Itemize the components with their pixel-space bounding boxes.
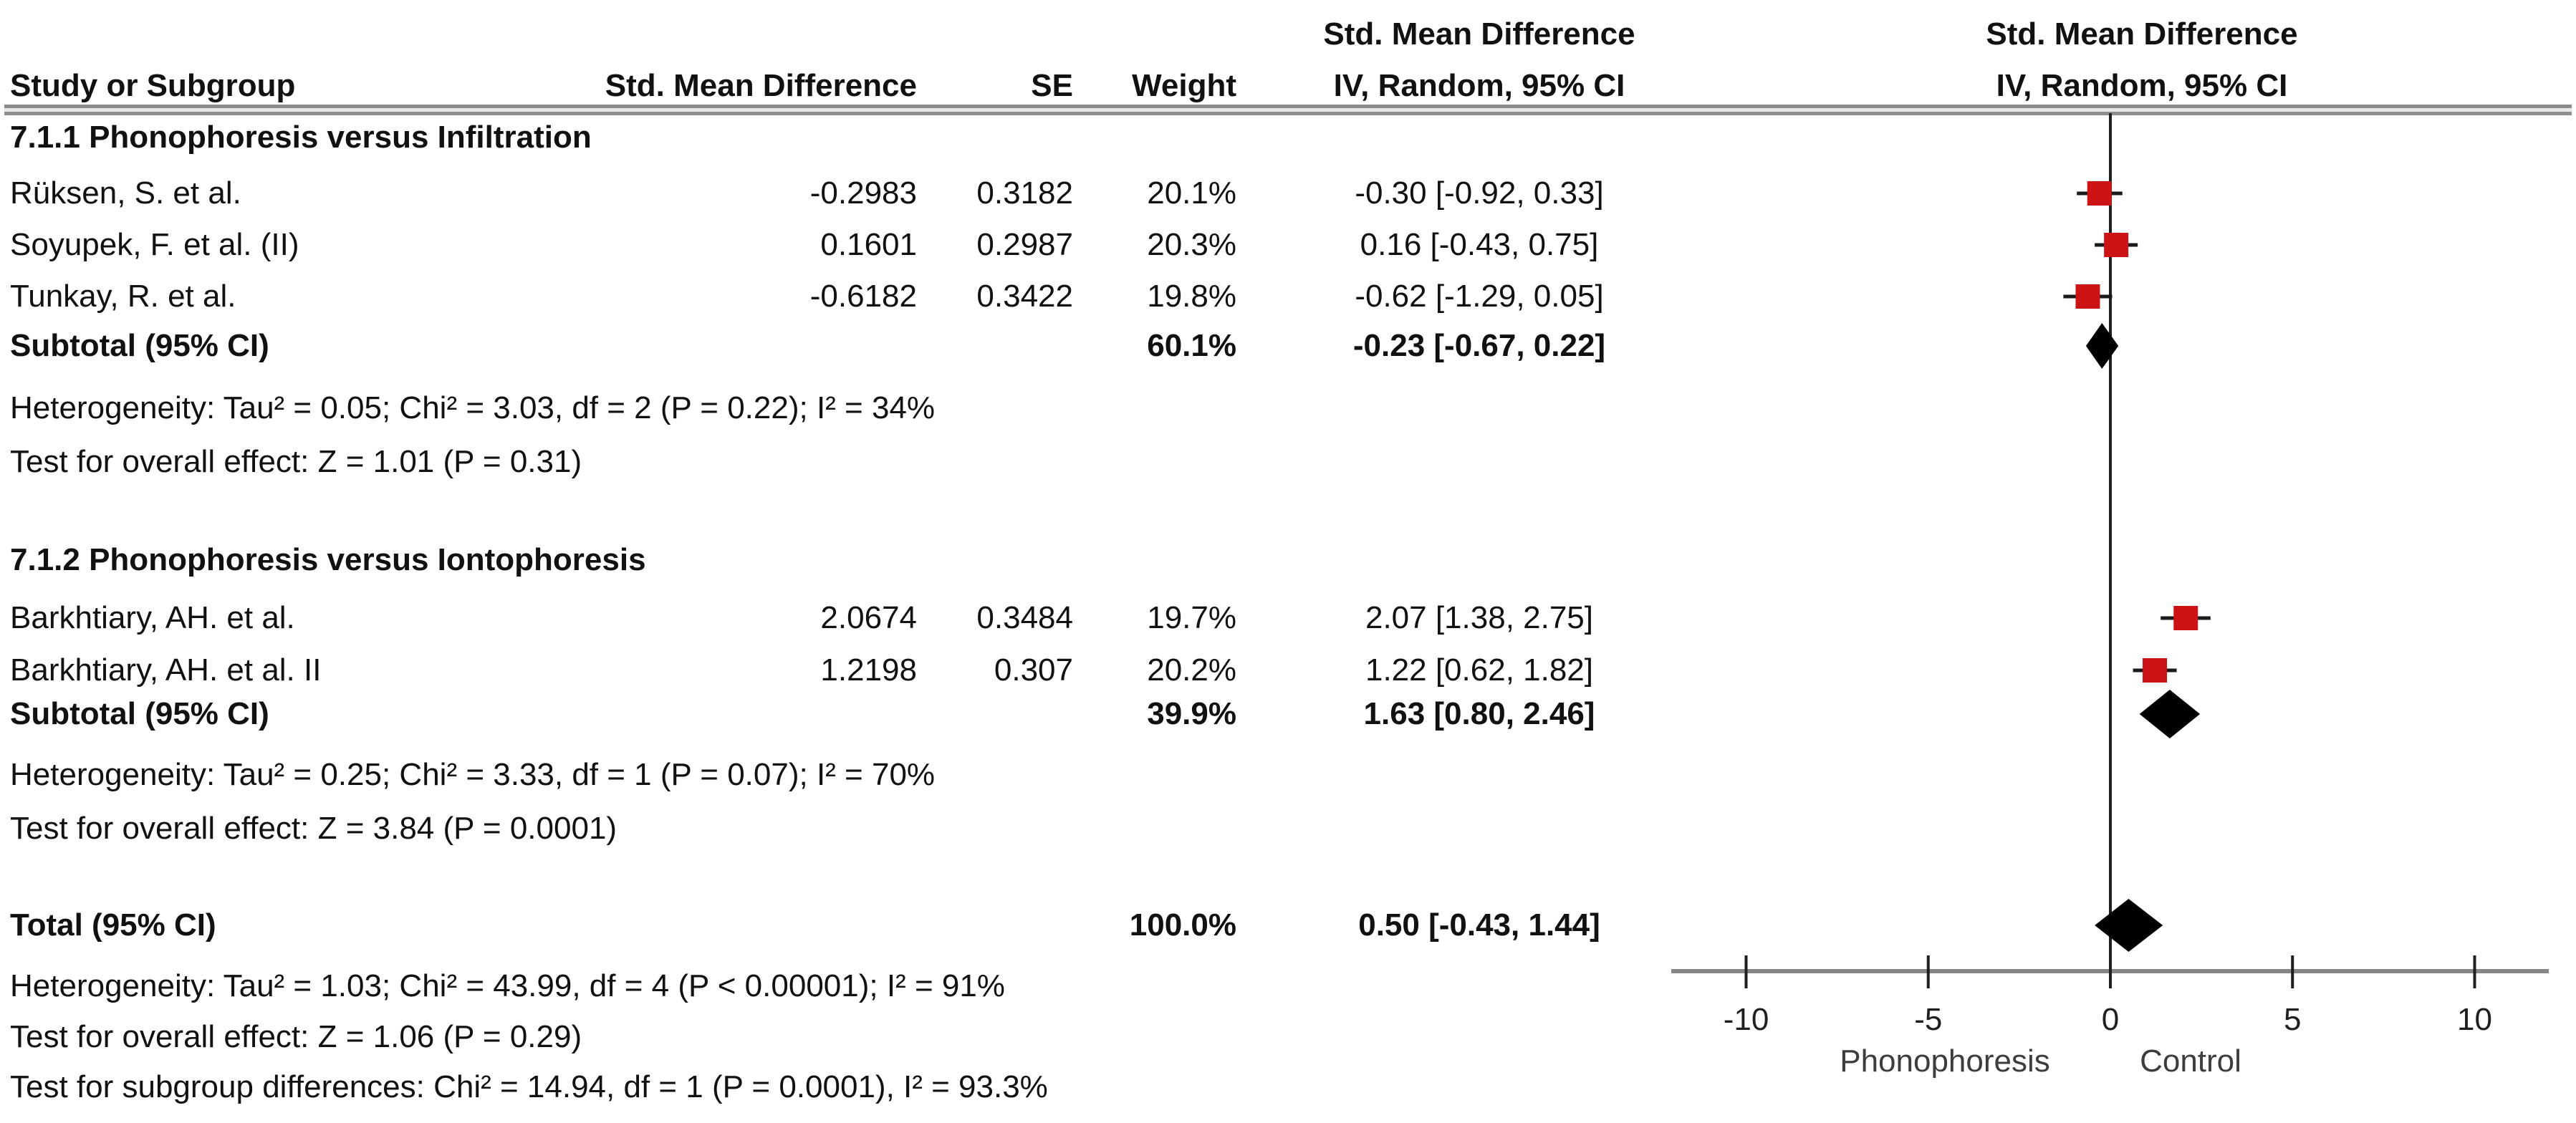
- smd-column-header: Std. Mean Difference: [605, 68, 917, 103]
- overall-effect-text: Test for overall effect: Z = 3.84 (P = 0…: [10, 811, 617, 846]
- subtotal-weight: 60.1%: [1147, 328, 1236, 363]
- study-se-cell: 0.3422: [976, 279, 1073, 314]
- study-column-header: Study or Subgroup: [10, 68, 296, 103]
- effect-column-title: Std. Mean Difference: [1323, 16, 1635, 52]
- study-name-cell: Barkhtiary, AH. et al. II: [10, 652, 322, 688]
- subtotal-diamond: [2085, 323, 2119, 369]
- subtotal-weight: 39.9%: [1147, 696, 1236, 731]
- study-se-cell: 0.2987: [976, 227, 1073, 262]
- study-weight-cell: 20.3%: [1147, 227, 1236, 262]
- study-name-cell: Tunkay, R. et al.: [10, 279, 236, 314]
- study-marker: [2104, 233, 2129, 257]
- study-ci-cell: 1.22 [0.62, 1.82]: [1365, 652, 1594, 688]
- overall-effect-text: Test for overall effect: Z = 1.01 (P = 0…: [10, 444, 582, 479]
- heterogeneity-text: Heterogeneity: Tau² = 0.25; Chi² = 3.33,…: [10, 757, 936, 792]
- total-ci: 0.50 [-0.43, 1.44]: [1358, 907, 1600, 943]
- study-se-cell: 0.3182: [976, 175, 1073, 211]
- study-name-cell: Soyupek, F. et al. (II): [10, 227, 299, 262]
- header-divider: [4, 105, 2572, 115]
- subgroup-differences-text: Test for subgroup differences: Chi² = 14…: [10, 1069, 1048, 1104]
- subtotal-ci: -0.23 [-0.67, 0.22]: [1352, 328, 1606, 363]
- study-smd-cell: 2.0674: [820, 600, 917, 635]
- study-marker: [2173, 606, 2198, 630]
- study-ci-cell: 0.16 [-0.43, 0.75]: [1360, 227, 1599, 262]
- subgroup-heading-label: 7.1.2 Phonophoresis versus Iontophoresis: [10, 542, 646, 577]
- study-weight-cell: 19.7%: [1147, 600, 1236, 635]
- total-weight: 100.0%: [1129, 907, 1236, 943]
- axis-tick-label: -5: [1914, 1002, 1942, 1037]
- weight-column-header: Weight: [1132, 68, 1236, 103]
- study-name-cell: Barkhtiary, AH. et al.: [10, 600, 295, 635]
- study-ci-cell: -0.62 [-1.29, 0.05]: [1355, 279, 1604, 314]
- study-se-cell: 0.3484: [976, 600, 1073, 635]
- subtotal-diamond: [2139, 690, 2201, 738]
- plot-column-title: Std. Mean Difference: [1986, 16, 2298, 52]
- study-marker: [2087, 181, 2112, 206]
- heterogeneity-text: Heterogeneity: Tau² = 0.05; Chi² = 3.03,…: [10, 390, 936, 425]
- study-weight-cell: 20.2%: [1147, 652, 1236, 688]
- study-se-cell: 0.307: [994, 652, 1073, 688]
- study-weight-cell: 19.8%: [1147, 279, 1236, 314]
- subgroup-heading-label: 7.1.1 Phonophoresis versus Infiltration: [10, 120, 592, 155]
- study-smd-cell: -0.6182: [809, 279, 917, 314]
- se-column-header: SE: [1031, 68, 1073, 103]
- study-smd-cell: 1.2198: [820, 652, 917, 688]
- study-smd-cell: -0.2983: [809, 175, 917, 211]
- subtotal-ci: 1.63 [0.80, 2.46]: [1363, 696, 1595, 731]
- subtotal-label: Subtotal (95% CI): [10, 328, 269, 363]
- total-heterogeneity-text: Heterogeneity: Tau² = 1.03; Chi² = 43.99…: [10, 968, 1005, 1003]
- study-smd-cell: 0.1601: [820, 227, 917, 262]
- study-marker: [2075, 284, 2100, 309]
- study-weight-cell: 20.1%: [1147, 175, 1236, 211]
- plot-column-subheader: IV, Random, 95% CI: [1996, 68, 2288, 103]
- study-name-cell: Rüksen, S. et al.: [10, 175, 241, 211]
- axis-left-label: Phonophoresis: [1840, 1044, 2050, 1079]
- total-diamond: [2095, 899, 2163, 952]
- total-label: Total (95% CI): [10, 907, 216, 943]
- study-ci-cell: -0.30 [-0.92, 0.33]: [1355, 175, 1604, 211]
- axis-tick-label: 0: [2102, 1002, 2119, 1037]
- subtotal-label: Subtotal (95% CI): [10, 696, 269, 731]
- axis-tick-label: 5: [2284, 1002, 2301, 1037]
- study-ci-cell: 2.07 [1.38, 2.75]: [1365, 600, 1594, 635]
- axis-right-label: Control: [2140, 1044, 2241, 1079]
- study-marker: [2143, 658, 2168, 683]
- axis-tick-label: -10: [1724, 1002, 1769, 1037]
- axis-tick-label: 10: [2457, 1002, 2492, 1037]
- total-overall-effect-text: Test for overall effect: Z = 1.06 (P = 0…: [10, 1019, 582, 1054]
- effect-column-subheader: IV, Random, 95% CI: [1333, 68, 1625, 103]
